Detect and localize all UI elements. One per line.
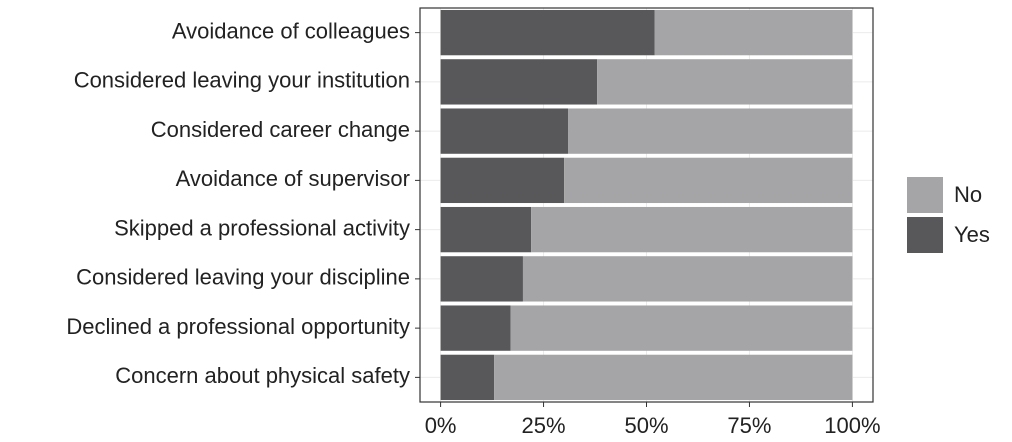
bar-segment — [440, 305, 511, 351]
legend-label: No — [954, 182, 982, 207]
y-tick-label: Considered career change — [151, 117, 410, 142]
legend-swatch — [907, 217, 943, 253]
x-tick-label: 75% — [727, 413, 771, 438]
y-tick-label: Avoidance of supervisor — [176, 166, 410, 191]
y-tick-label: Skipped a professional activity — [114, 215, 410, 240]
y-tick-label: Declined a professional opportunity — [66, 314, 410, 339]
legend-label: Yes — [954, 222, 990, 247]
bar-segment — [440, 9, 655, 56]
bar-segment — [494, 354, 853, 401]
legend-swatch — [907, 177, 943, 213]
bar-segment — [440, 108, 569, 154]
bar-segment — [440, 206, 532, 253]
bar-segment — [522, 256, 853, 302]
bar-segment — [654, 9, 853, 56]
bar-segment — [564, 157, 853, 204]
x-tick-label: 25% — [522, 413, 566, 438]
x-tick-label: 50% — [624, 413, 668, 438]
bar-segment — [440, 354, 495, 401]
bar-segment — [568, 108, 853, 154]
bar-segment — [440, 59, 598, 105]
y-tick-label: Avoidance of colleagues — [172, 18, 410, 43]
bar-segment — [597, 59, 853, 105]
bar-segment — [510, 305, 853, 351]
x-tick-label: 100% — [824, 413, 880, 438]
x-tick-label: 0% — [425, 413, 457, 438]
y-tick-label: Concern about physical safety — [115, 363, 410, 388]
y-tick-label: Considered leaving your institution — [74, 68, 410, 93]
bar-segment — [440, 256, 523, 302]
bar-segment — [531, 206, 853, 253]
y-tick-label: Considered leaving your discipline — [76, 265, 410, 290]
bar-segment — [440, 157, 565, 204]
